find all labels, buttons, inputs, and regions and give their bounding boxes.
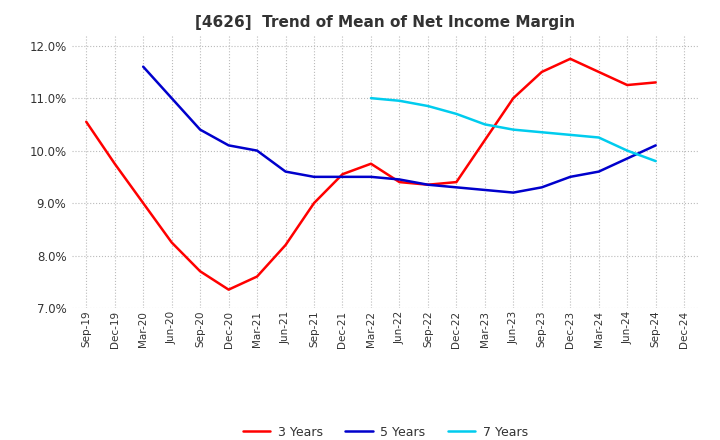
Line: 3 Years: 3 Years	[86, 59, 656, 290]
5 Years	[537, 185, 546, 190]
3 Years	[595, 69, 603, 74]
5 Years	[338, 174, 347, 180]
5 Years	[310, 174, 318, 180]
5 Years	[566, 174, 575, 180]
3 Years	[423, 182, 432, 187]
3 Years	[537, 69, 546, 74]
7 Years	[366, 95, 375, 101]
7 Years	[480, 122, 489, 127]
7 Years	[537, 130, 546, 135]
5 Years	[595, 169, 603, 174]
3 Years	[282, 242, 290, 248]
5 Years	[196, 127, 204, 132]
3 Years	[566, 56, 575, 62]
3 Years	[196, 269, 204, 274]
5 Years	[395, 177, 404, 182]
Line: 5 Years: 5 Years	[143, 67, 656, 193]
5 Years	[167, 95, 176, 101]
5 Years	[509, 190, 518, 195]
5 Years	[623, 156, 631, 161]
3 Years	[623, 82, 631, 88]
3 Years	[310, 201, 318, 206]
3 Years	[452, 180, 461, 185]
3 Years	[139, 201, 148, 206]
5 Years	[225, 143, 233, 148]
3 Years	[395, 180, 404, 185]
7 Years	[395, 98, 404, 103]
5 Years	[366, 174, 375, 180]
3 Years	[338, 172, 347, 177]
3 Years	[82, 119, 91, 125]
7 Years	[652, 158, 660, 164]
3 Years	[225, 287, 233, 292]
7 Years	[595, 135, 603, 140]
3 Years	[509, 95, 518, 101]
7 Years	[452, 111, 461, 117]
Line: 7 Years: 7 Years	[371, 98, 656, 161]
7 Years	[623, 148, 631, 153]
5 Years	[139, 64, 148, 70]
7 Years	[423, 103, 432, 109]
5 Years	[423, 182, 432, 187]
5 Years	[253, 148, 261, 153]
Title: [4626]  Trend of Mean of Net Income Margin: [4626] Trend of Mean of Net Income Margi…	[195, 15, 575, 30]
3 Years	[167, 240, 176, 245]
3 Years	[652, 80, 660, 85]
7 Years	[509, 127, 518, 132]
Legend: 3 Years, 5 Years, 7 Years: 3 Years, 5 Years, 7 Years	[238, 421, 533, 440]
3 Years	[110, 161, 119, 166]
5 Years	[652, 143, 660, 148]
5 Years	[452, 185, 461, 190]
3 Years	[480, 137, 489, 143]
3 Years	[253, 274, 261, 279]
5 Years	[480, 187, 489, 193]
7 Years	[566, 132, 575, 138]
3 Years	[366, 161, 375, 166]
5 Years	[282, 169, 290, 174]
